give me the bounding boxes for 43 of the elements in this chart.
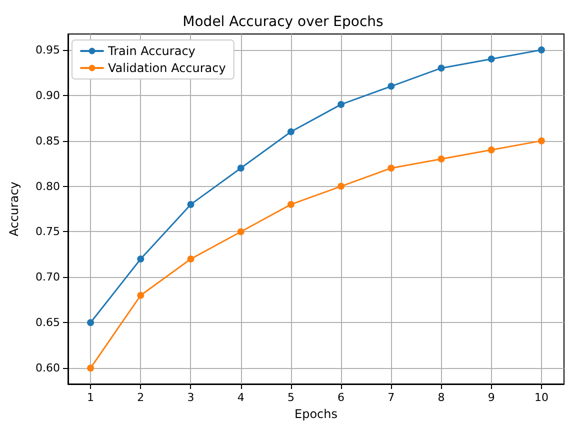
- x-tick-label: 1: [87, 391, 94, 404]
- x-axis-title: Epochs: [294, 407, 338, 421]
- x-tick-label: 2: [137, 391, 144, 404]
- point: [237, 228, 244, 236]
- point: [388, 82, 395, 90]
- y-tick-label: 0.80: [36, 180, 60, 193]
- y-tick-label: 0.70: [36, 270, 60, 284]
- legend-label: Train Accuracy: [107, 44, 196, 58]
- x-tick-label: 6: [338, 391, 345, 404]
- x-tick-label: 9: [488, 391, 495, 404]
- point: [338, 100, 345, 108]
- x-tick-label: 7: [388, 391, 395, 404]
- y-tick-label: 0.90: [36, 88, 60, 102]
- chart-title: Model Accuracy over Epochs: [182, 14, 384, 30]
- point: [187, 256, 194, 262]
- x-tick-label: 3: [187, 391, 194, 404]
- point: [287, 200, 294, 208]
- y-tick-label: 0.60: [36, 362, 60, 375]
- x-tick-label: 5: [287, 391, 294, 404]
- point: [237, 164, 244, 172]
- point: [287, 128, 294, 136]
- point: [137, 292, 144, 299]
- y-tick-label: 0.85: [36, 134, 60, 148]
- x-tick-label: 8: [438, 391, 445, 404]
- point: [137, 256, 144, 262]
- y-tick-label: 0.75: [36, 225, 60, 238]
- point: [438, 64, 445, 72]
- y-axis-title: Accuracy: [7, 182, 21, 236]
- x-tick-label: 4: [237, 391, 244, 404]
- point: [187, 200, 194, 208]
- point: [388, 164, 395, 172]
- y-tick-label: 0.65: [36, 316, 60, 330]
- point: [338, 182, 345, 190]
- point: [538, 46, 545, 54]
- point: [87, 364, 94, 372]
- point: [87, 319, 94, 326]
- x-tick-label: 10: [534, 391, 548, 404]
- legend-label: Validation Accuracy: [108, 61, 226, 75]
- point: [538, 137, 545, 144]
- y-tick-label: 0.95: [36, 43, 60, 56]
- point: [488, 146, 495, 154]
- point: [488, 56, 495, 62]
- point: [438, 156, 445, 162]
